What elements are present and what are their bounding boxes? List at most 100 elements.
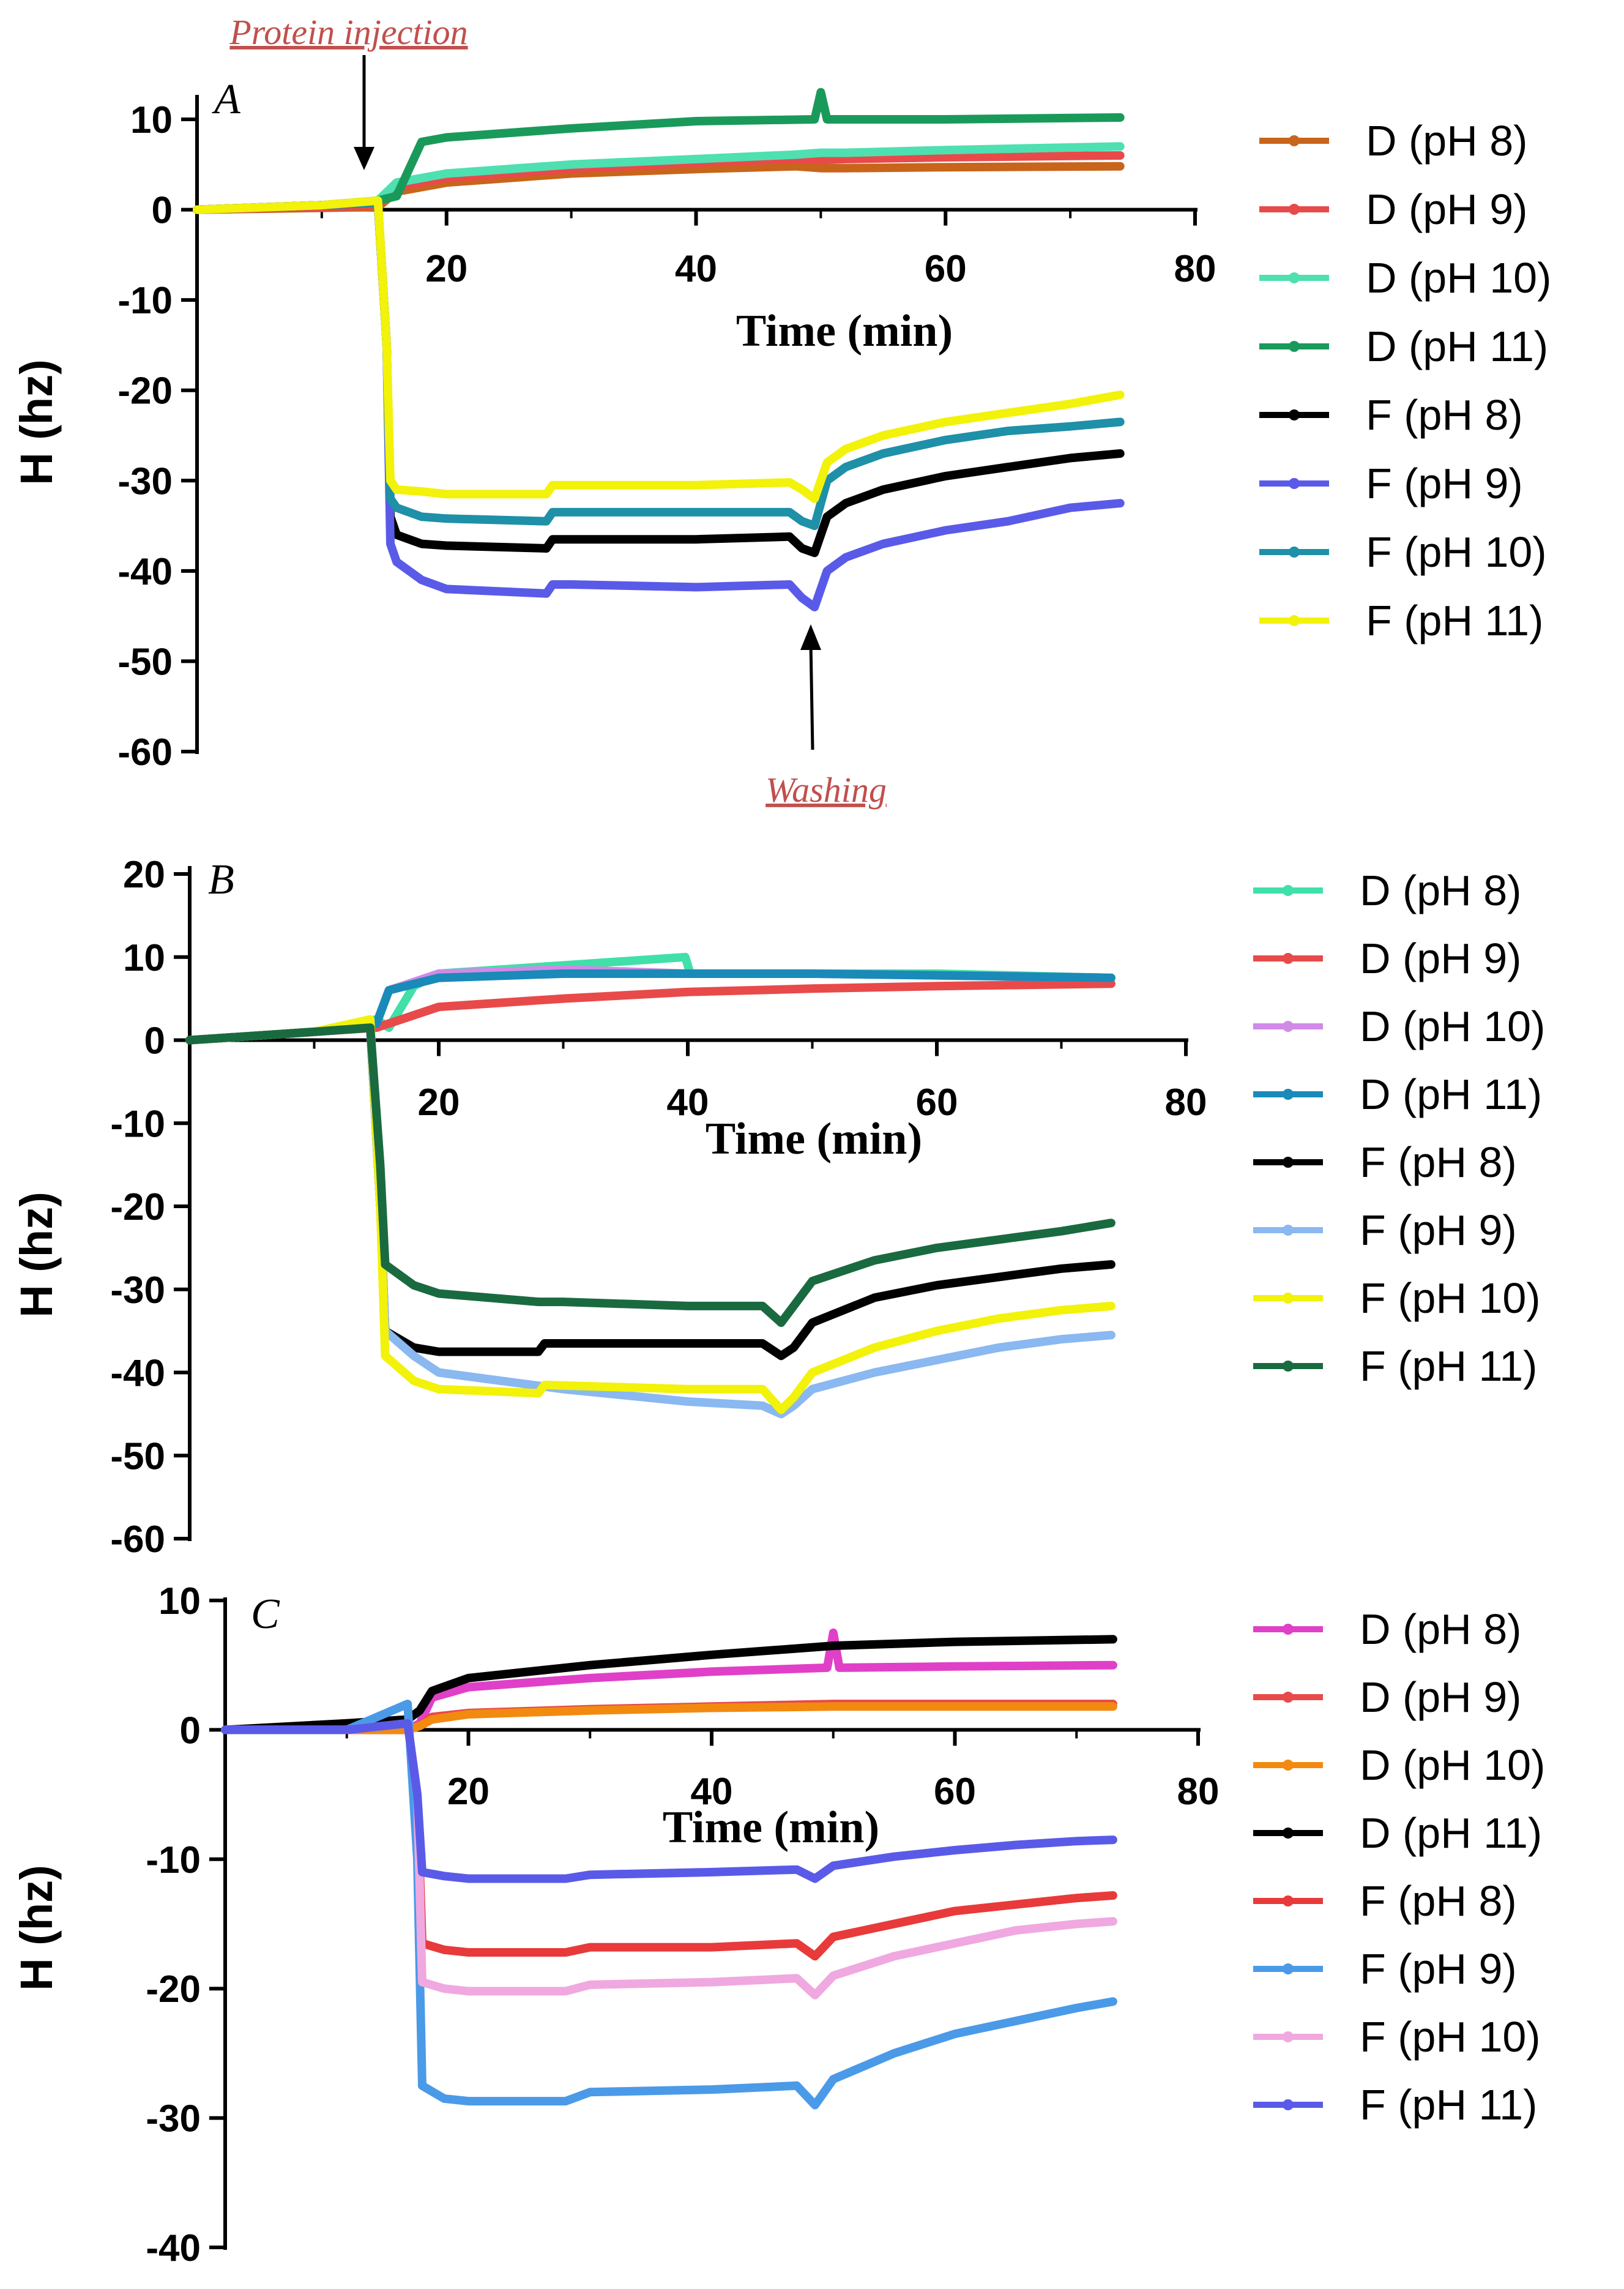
legend-marker: [1283, 1225, 1294, 1236]
legend-label: F (pH 10): [1366, 528, 1547, 576]
series-line: [221, 1635, 1117, 1734]
panel-label: B: [208, 856, 234, 903]
legend-marker: [1283, 1361, 1294, 1372]
series-line: [185, 1023, 1116, 1419]
legend-label: F (pH 8): [1360, 1138, 1517, 1186]
x-axis-title: Time (min): [736, 306, 953, 356]
y-tick-label: -50: [117, 641, 173, 683]
series-line: [193, 198, 1125, 611]
legend-marker: [1283, 1157, 1294, 1168]
y-tick-label: -20: [146, 1968, 201, 2011]
legend-label: F (pH 11): [1360, 2081, 1537, 2129]
y-tick-label: -10: [146, 1839, 201, 1881]
annotation-text: Washing: [765, 770, 887, 810]
x-tick-label: 80: [1177, 1771, 1220, 1813]
series-line: [221, 1702, 1117, 1734]
legend-label: D (pH 8): [1360, 1605, 1521, 1653]
legend-marker: [1289, 341, 1300, 352]
y-tick-label: 20: [123, 854, 165, 896]
legend-label: D (pH 10): [1360, 1741, 1545, 1789]
series-line: [193, 198, 1125, 531]
y-tick-label: -30: [146, 2098, 201, 2140]
x-tick-label: 40: [691, 1771, 733, 1813]
legend-marker: [1283, 1828, 1294, 1839]
legend-marker: [1289, 204, 1300, 215]
legend-label: D (pH 8): [1360, 867, 1521, 914]
legend-marker: [1283, 1293, 1294, 1304]
y-tick-label: 10: [123, 937, 165, 979]
y-tick-label: -40: [117, 551, 173, 593]
x-axis-title: Time (min): [706, 1114, 922, 1164]
legend-marker: [1289, 615, 1300, 626]
panel-label: C: [251, 1591, 280, 1638]
panel-B: 20 10 0 -10 -20 -30 -40 -50 -60 20 40 60 80 Time (min…: [11, 854, 1545, 1561]
legend-marker: [1283, 953, 1294, 964]
y-tick-label: -10: [117, 280, 173, 322]
legend-marker: [1289, 272, 1300, 283]
legend-label: D (pH 10): [1360, 1003, 1545, 1050]
legend-label: F (pH 11): [1360, 1342, 1537, 1390]
legend-label: D (pH 11): [1360, 1809, 1542, 1857]
legend-marker: [1283, 1624, 1294, 1635]
legend-label: F (pH 9): [1360, 1945, 1517, 1993]
x-tick-label: 80: [1174, 248, 1216, 290]
annotation-text: Protein injection: [229, 12, 467, 52]
legend-marker: [1283, 2031, 1294, 2042]
legend-label: D (pH 11): [1366, 323, 1548, 370]
legend-marker: [1289, 135, 1300, 146]
y-tick-label: 0: [144, 1020, 165, 1062]
series-line: [221, 1719, 1117, 2000]
y-axis-title: H (hz): [11, 359, 62, 485]
legend-marker: [1283, 885, 1294, 896]
x-tick-label: 20: [425, 248, 467, 290]
y-tick-label: -40: [110, 1353, 165, 1395]
y-tick-label: 0: [180, 1709, 201, 1752]
annotation-arrowhead: [800, 624, 821, 650]
y-tick-label: -60: [117, 731, 173, 774]
x-tick-label: 20: [447, 1771, 490, 1813]
x-axis-title: Time (min): [663, 1802, 879, 1853]
legend-label: D (pH 9): [1366, 185, 1527, 233]
y-tick-label: -30: [117, 460, 173, 502]
y-tick-label: -40: [146, 2227, 201, 2269]
legend-label: D (pH 10): [1366, 254, 1551, 302]
annotation-arrow: [809, 642, 814, 750]
y-tick-label: 10: [130, 99, 173, 141]
panel-label: A: [212, 76, 240, 123]
y-tick-label: -20: [110, 1186, 165, 1228]
legend-marker: [1289, 409, 1300, 420]
x-tick-label: 60: [916, 1081, 958, 1124]
legend-label: F (pH 10): [1360, 2013, 1541, 2061]
panel-C: 10 0 -10 -20 -30 -40 20 40 60 80 Time (min) H (hz) C…: [11, 1580, 1545, 2269]
series-line: [193, 198, 1125, 558]
y-tick-label: 10: [158, 1580, 201, 1622]
legend-label: D (pH 11): [1360, 1070, 1542, 1118]
legend-label: F (pH 9): [1366, 460, 1523, 507]
y-tick-label: 0: [152, 190, 173, 232]
series-line: [221, 1628, 1117, 1734]
legend-marker: [1283, 1895, 1294, 1906]
legend-marker: [1283, 1963, 1294, 1974]
y-tick-label: -10: [110, 1103, 165, 1145]
legend-label: F (pH 11): [1366, 597, 1543, 644]
legend-marker: [1289, 478, 1300, 489]
legend-label: D (pH 8): [1366, 117, 1527, 165]
x-tick-label: 20: [418, 1081, 460, 1124]
x-tick-label: 40: [667, 1081, 709, 1124]
x-tick-label: 60: [934, 1771, 976, 1813]
series-line: [193, 196, 1125, 503]
legend-label: F (pH 8): [1366, 391, 1523, 439]
y-tick-label: -30: [110, 1269, 165, 1312]
legend-marker: [1283, 1089, 1294, 1100]
x-tick-label: 80: [1165, 1081, 1207, 1124]
legend-marker: [1289, 547, 1300, 558]
panel-A: 10 0 -10 -20 -30 -40 -50 -60 20 40 60 80 Time (min) H…: [11, 12, 1551, 810]
x-tick-label: 60: [925, 248, 967, 290]
legend-label: F (pH 9): [1360, 1206, 1517, 1254]
y-axis-title: H (hz): [11, 1865, 62, 1991]
legend-label: D (pH 9): [1360, 1673, 1521, 1721]
y-tick-label: -50: [110, 1435, 165, 1477]
series-line: [185, 1023, 1116, 1327]
legend-label: F (pH 8): [1360, 1877, 1517, 1925]
